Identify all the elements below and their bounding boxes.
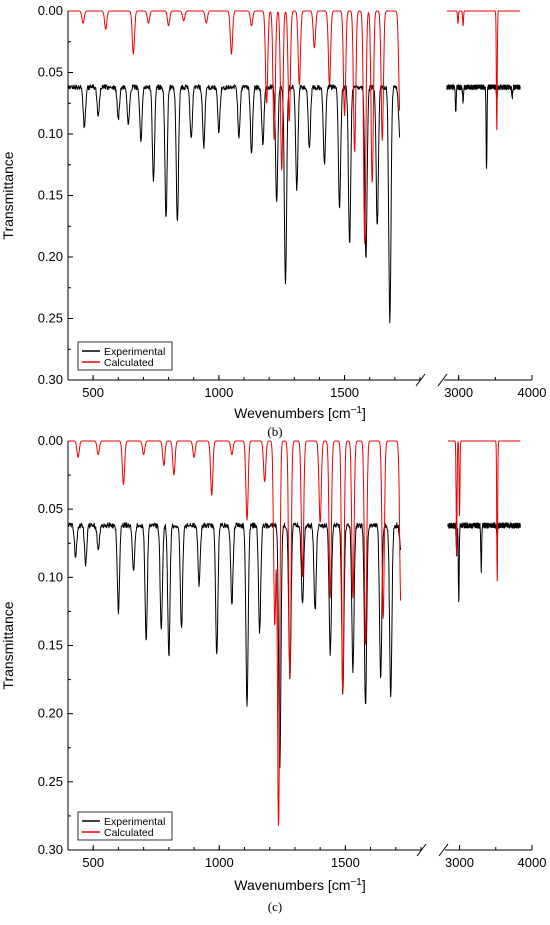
- x-tick-label: 500: [82, 855, 104, 870]
- x-tick-label: 1500: [331, 855, 360, 870]
- y-tick-label: 0.00: [38, 433, 63, 448]
- x-axis-title-superscript: −1: [350, 877, 362, 888]
- y-tick-label: 0.30: [38, 372, 63, 387]
- y-axis-title: Transmittance: [0, 151, 16, 239]
- x-axis-title-superscript: −1: [351, 405, 363, 416]
- y-tick-label: 0.10: [38, 569, 63, 584]
- axis-break-mark: [438, 843, 449, 857]
- legend-box: [77, 811, 173, 841]
- x-tick-label: 1000: [204, 385, 233, 400]
- chart-panel-b: 0.00 0.05 0.10 0.15 0.20 0.25 0.30 500 1000 1500 3…: [0, 3, 546, 439]
- y-tick-label: 0.15: [38, 188, 63, 203]
- legend-label-calculated: Calculated: [104, 357, 154, 369]
- x-axis-title-close: ]: [362, 877, 366, 893]
- y-tick-label: 0.25: [38, 774, 63, 789]
- spectrum-line-experimental: [68, 84, 401, 324]
- x-axis-title: Wavenumbers [cm−1]: [234, 877, 365, 893]
- x-tick-label: 4000: [518, 385, 547, 400]
- x-axis-title-main: Wevenumbers [cm: [234, 405, 350, 421]
- panel-caption: (c): [268, 899, 282, 914]
- legend-label-experimental: Experimental: [104, 816, 165, 828]
- x-axis-title-close: ]: [362, 405, 366, 421]
- spectrum-line-calculated: [68, 10, 401, 244]
- spectrum-line-calculated: [68, 440, 402, 826]
- spectrum-line-calculated: [447, 440, 521, 582]
- x-tick-label: 3000: [445, 855, 474, 870]
- y-tick-label: 0.05: [38, 501, 63, 516]
- y-tick-label: 0.25: [38, 311, 63, 326]
- y-tick-label: 0.15: [38, 638, 63, 653]
- legend-label-calculated: Calculated: [104, 827, 154, 839]
- y-tick-label: 0.10: [38, 126, 63, 141]
- y-tick-label: 0.20: [38, 706, 63, 721]
- spectrum-line-experimental: [446, 84, 521, 169]
- x-tick-label: 1000: [205, 855, 234, 870]
- spectrum-line-experimental: [68, 522, 402, 769]
- legend-box: [77, 341, 173, 371]
- axis-break-mark: [437, 373, 448, 387]
- y-axis-title: Transmittance: [0, 601, 16, 689]
- y-tick-label: 0.00: [38, 3, 63, 18]
- x-tick-label: 4000: [518, 855, 547, 870]
- spectrum-line-experimental: [447, 522, 521, 603]
- y-tick-label: 0.05: [38, 65, 63, 80]
- x-tick-label: 1500: [330, 385, 359, 400]
- x-axis-title-main: Wavenumbers [cm: [234, 877, 350, 893]
- y-tick-label: 0.20: [38, 249, 63, 264]
- y-tick-label: 0.30: [38, 842, 63, 857]
- x-axis-title: Wevenumbers [cm−1]: [234, 405, 366, 421]
- panel-caption: (b): [267, 424, 282, 439]
- spectrum-line-calculated: [446, 10, 521, 131]
- x-tick-label: 500: [82, 385, 104, 400]
- x-tick-label: 3000: [444, 385, 473, 400]
- legend-label-experimental: Experimental: [104, 346, 165, 358]
- chart-panel-c: 0.00 0.05 0.10 0.15 0.20 0.25 0.30 500 1000 1500 3…: [0, 433, 546, 914]
